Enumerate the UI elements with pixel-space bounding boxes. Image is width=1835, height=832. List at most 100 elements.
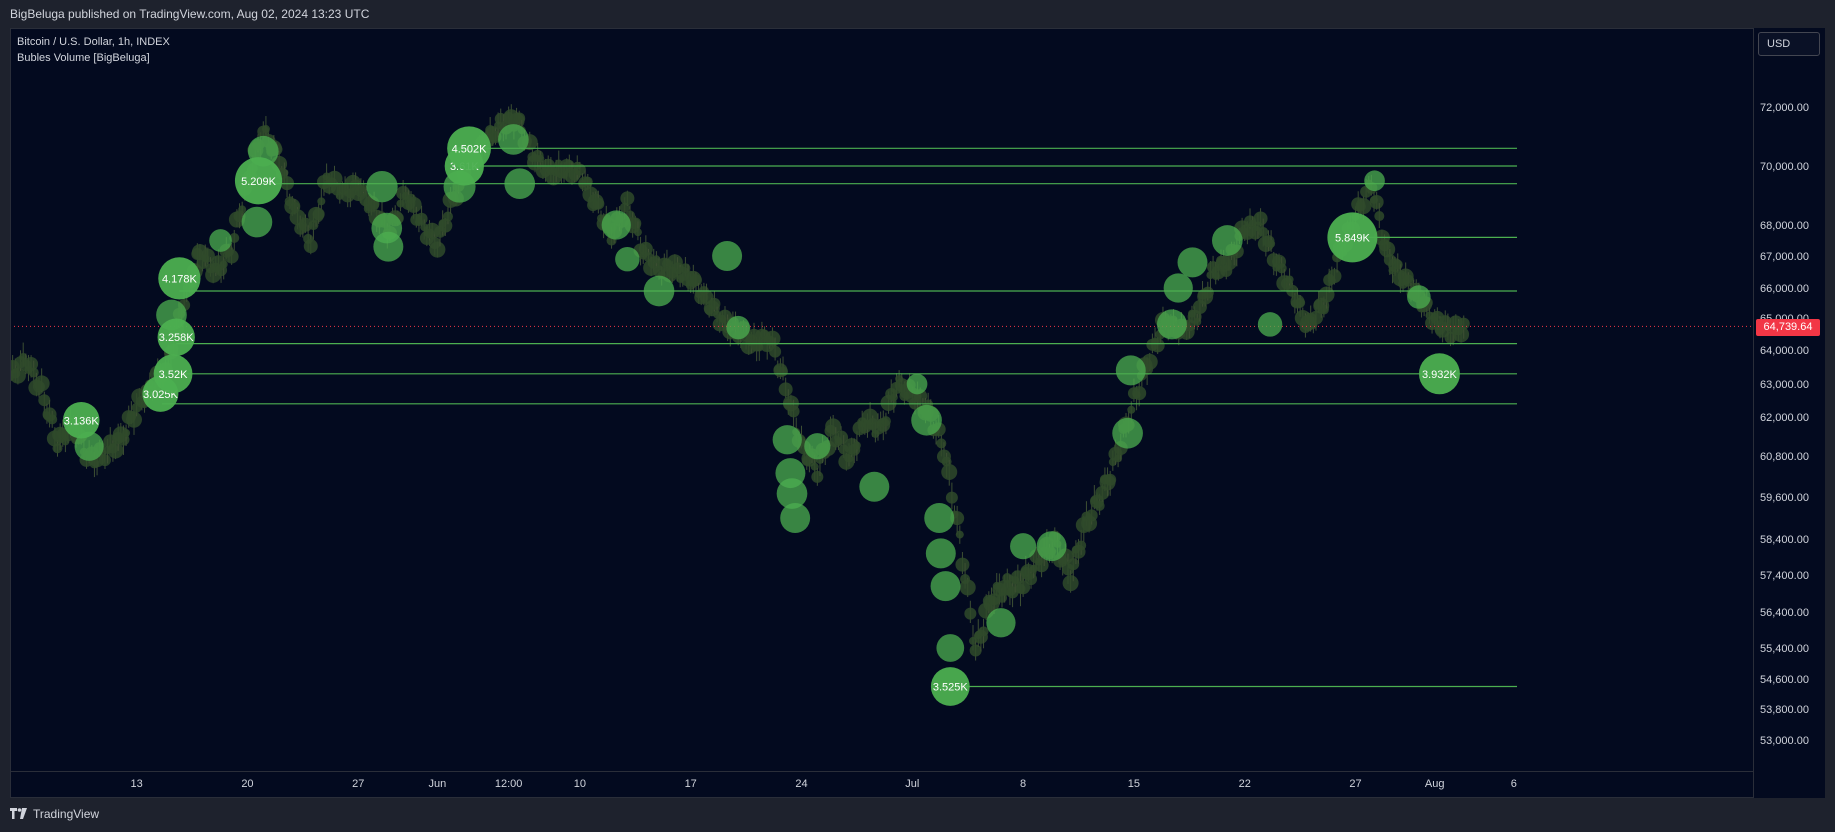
volume-bubble-small [969, 644, 982, 657]
bubble-label: 3.52K [159, 369, 188, 381]
volume-bubble-small [959, 579, 976, 596]
volume-bubble-small [28, 367, 39, 378]
volume-bubble-small [787, 405, 800, 418]
time-tick-label: 20 [241, 778, 253, 790]
volume-bubble-small [1034, 558, 1049, 573]
time-tick-label: 6 [1511, 778, 1517, 790]
time-tick-label: 13 [131, 778, 143, 790]
volume-bubble [804, 433, 831, 460]
volume-bubble-small [47, 414, 58, 425]
bubble-label: 4.502K [452, 143, 488, 155]
volume-bubble [1177, 247, 1208, 278]
volume-bubble [906, 373, 928, 395]
volume-bubble [241, 206, 273, 238]
volume-bubble-small [1141, 353, 1158, 370]
volume-bubble [504, 168, 536, 200]
volume-bubble-small [238, 205, 247, 214]
volume-bubble-small [811, 470, 824, 483]
volume-bubble-small [955, 530, 964, 539]
volume-bubble-small [38, 394, 51, 407]
time-tick-label: 15 [1128, 778, 1140, 790]
volume-bubble-small [280, 168, 289, 177]
volume-bubble-small [415, 212, 428, 225]
volume-bubble-small [880, 416, 891, 427]
volume-bubble-small [1457, 317, 1470, 330]
price-tick-label: 72,000.00 [1760, 102, 1809, 114]
price-tick-label: 67,000.00 [1760, 251, 1809, 263]
volume-bubble-small [936, 438, 947, 449]
footer: TradingView [10, 806, 99, 822]
volume-bubble-small [298, 217, 313, 232]
price-tick-label: 55,400.00 [1760, 643, 1809, 655]
volume-bubble-small [1253, 211, 1268, 226]
volume-bubble [911, 404, 942, 436]
bubble-label: 4.178K [162, 273, 198, 285]
currency-button[interactable]: USD [1758, 32, 1820, 56]
volume-bubble-small [33, 375, 50, 392]
time-tick-label: 17 [685, 778, 697, 790]
volume-bubble-small [1132, 386, 1147, 401]
volume-bubble-small [1308, 310, 1323, 325]
volume-bubble [601, 210, 631, 240]
indicator-title[interactable]: Bubles Volume [BigBeluga] [17, 52, 150, 64]
tradingview-logo-icon [10, 808, 27, 819]
volume-bubble-small [1258, 226, 1269, 237]
volume-bubble-small [126, 411, 143, 428]
time-tick-label: 8 [1020, 778, 1026, 790]
volume-bubble-small [945, 491, 958, 504]
volume-bubble [643, 275, 675, 307]
volume-bubble [373, 231, 404, 262]
volume-bubble-small [438, 218, 453, 233]
volume-bubble-small [24, 356, 39, 371]
price-tick-label: 53,000.00 [1760, 735, 1809, 747]
volume-bubble [726, 315, 750, 340]
price-tick-label: 66,000.00 [1760, 283, 1809, 295]
price-tick-label: 54,600.00 [1760, 674, 1809, 686]
volume-bubble-small [582, 176, 593, 187]
footer-brand: TradingView [33, 807, 100, 821]
volume-bubble-small [1094, 500, 1105, 511]
volume-bubble-small [1379, 241, 1396, 258]
volume-bubble [1112, 417, 1143, 449]
volume-bubble [156, 299, 187, 331]
bubble-label: 3.525K [933, 682, 969, 694]
price-tick-label: 60,800.00 [1760, 451, 1809, 463]
volume-bubble-small [303, 239, 318, 254]
volume-bubble-small [629, 217, 642, 230]
volume-bubble-small [1267, 239, 1276, 248]
volume-bubble [1156, 309, 1187, 340]
volume-bubble-small [810, 462, 819, 471]
published-header: BigBeluga published on TradingView.com, … [10, 7, 370, 21]
volume-bubble-small [1392, 259, 1403, 270]
volume-bubble-small [98, 454, 111, 467]
price-axis[interactable] [1753, 28, 1825, 798]
volume-bubble-small [1150, 338, 1165, 353]
symbol-title[interactable]: Bitcoin / U.S. Dollar, 1h, INDEX [17, 36, 170, 48]
volume-bubble-small [326, 170, 343, 187]
volume-bubble-small [1295, 297, 1306, 308]
volume-bubble-small [1114, 454, 1123, 463]
volume-bubble [925, 538, 956, 569]
time-tick-label: 10 [574, 778, 586, 790]
volume-bubble [930, 667, 970, 706]
time-axis[interactable] [10, 771, 1753, 798]
time-tick-label: 24 [795, 778, 807, 790]
time-tick-label: 12:00 [495, 778, 523, 790]
price-tick-label: 59,600.00 [1760, 492, 1809, 504]
volume-bubble [498, 124, 529, 155]
price-tick-label: 62,000.00 [1760, 412, 1809, 424]
volume-bubble-small [1076, 540, 1087, 551]
volume-bubble-small [261, 125, 270, 134]
volume-bubble-small [1127, 405, 1136, 414]
price-tick-label: 63,000.00 [1760, 379, 1809, 391]
volume-bubble-small [52, 443, 63, 454]
volume-bubble [986, 608, 1016, 638]
volume-bubble [615, 246, 640, 272]
time-tick-label: Aug [1425, 778, 1445, 790]
last-price-tag: 64,739.64 [1756, 319, 1820, 336]
price-tick-label: 68,000.00 [1760, 220, 1809, 232]
volume-bubble-small [1062, 575, 1079, 592]
volume-bubble-small [689, 274, 702, 287]
volume-bubble-small [620, 191, 635, 206]
